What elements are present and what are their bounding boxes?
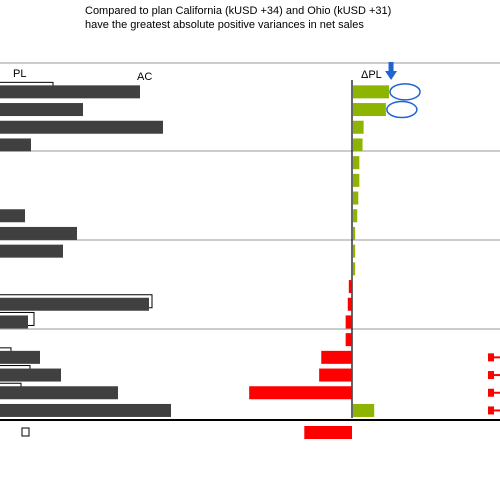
right-partial-panel bbox=[488, 353, 500, 415]
total-pl-marker bbox=[21, 427, 30, 437]
ac-bar bbox=[0, 226, 77, 240]
ac-pl-panel bbox=[0, 81, 171, 417]
right-partial-marker bbox=[488, 353, 494, 362]
delta-bar bbox=[353, 173, 360, 187]
delta-bar bbox=[353, 403, 375, 417]
highlight-ellipse bbox=[389, 83, 421, 101]
delta-bar bbox=[353, 209, 358, 223]
gridlines bbox=[0, 62, 500, 421]
delta-bar bbox=[353, 85, 390, 99]
ac-bar bbox=[0, 350, 40, 364]
delta-pl-panel bbox=[249, 62, 421, 417]
delta-bar bbox=[348, 280, 352, 294]
ac-bar bbox=[0, 403, 171, 417]
highlight-ellipse bbox=[386, 100, 418, 119]
delta-bar bbox=[319, 368, 352, 382]
highlight-arrow-head bbox=[385, 71, 398, 80]
delta-bar bbox=[345, 333, 352, 347]
pl-header: PL bbox=[13, 68, 26, 80]
ac-bar bbox=[0, 120, 163, 134]
delta-bar bbox=[353, 103, 386, 117]
right-partial-marker bbox=[488, 406, 494, 415]
total-delta-bar bbox=[304, 426, 352, 439]
delta-bar bbox=[347, 297, 352, 311]
ac-bar bbox=[0, 85, 140, 99]
delta-bar bbox=[353, 156, 360, 170]
ac-bar bbox=[0, 368, 61, 382]
ac-bar bbox=[0, 244, 63, 258]
delta-bar bbox=[353, 191, 359, 205]
delta-bar bbox=[353, 244, 356, 258]
ac-bar bbox=[0, 297, 149, 311]
highlight-arrow-shaft bbox=[388, 62, 394, 72]
delta-bar bbox=[249, 386, 352, 400]
delta-bar bbox=[353, 226, 356, 240]
delta-bar bbox=[353, 120, 364, 134]
right-partial-marker bbox=[488, 371, 494, 380]
chart-title-line-2: have the greatest absolute positive vari… bbox=[85, 19, 364, 31]
delta-bar bbox=[345, 315, 352, 329]
ac-bar bbox=[0, 103, 83, 117]
total-row bbox=[21, 426, 352, 439]
ac-header: AC bbox=[137, 71, 152, 83]
delta-bar bbox=[353, 138, 363, 152]
ac-bar bbox=[0, 209, 25, 223]
ac-bar bbox=[0, 315, 28, 329]
delta-pl-header: ΔPL bbox=[361, 69, 382, 81]
right-partial-marker bbox=[488, 388, 494, 397]
chart-title-line-1: Compared to plan California (kUSD +34) a… bbox=[85, 5, 391, 17]
ac-bar bbox=[0, 138, 31, 152]
ac-bar bbox=[0, 386, 118, 400]
delta-bar bbox=[321, 350, 352, 364]
delta-bar bbox=[353, 262, 356, 276]
